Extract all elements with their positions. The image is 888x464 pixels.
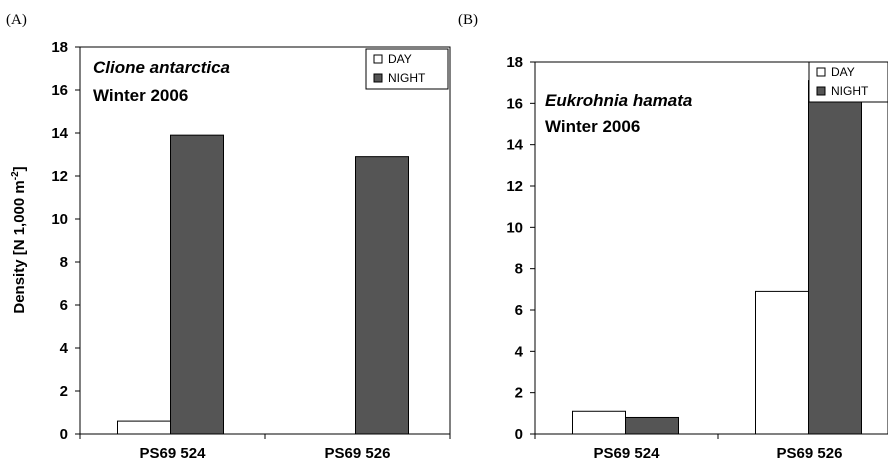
chart-title-season: Winter 2006 [93,86,188,105]
chart-panel-b: (B) 0 2 4 6 8 10 12 14 16 18 PS69 524 PS69 526 Eukroh… [458,12,888,462]
y-tick-label: 4 [515,343,524,360]
legend-label-day: DAY [831,65,855,79]
x-tick-label: PS69 526 [777,445,843,462]
chart-panel-a: (A) 0 2 4 6 8 10 12 14 16 18 PS69 524 PS69 526 Clione… [6,12,451,462]
y-tick-label: 18 [51,39,68,56]
y-tick-label: 8 [60,254,68,271]
panel-label: (B) [458,12,478,28]
plot-frame [534,61,888,435]
y-tick-label: 2 [515,385,523,402]
y-tick-label: 16 [51,82,68,99]
bar-night-2 [355,156,409,435]
y-axis-label-sup: -2 [10,171,21,180]
y-tick-label: 0 [515,426,523,443]
panel-label: (A) [6,12,27,28]
y-tick-label: 6 [60,297,68,314]
legend-label-night: NIGHT [831,84,869,98]
y-tick-label: 10 [506,219,523,236]
y-axis-label-main: Density [N 1,000 m [11,180,28,313]
bar-day-2 [755,290,809,435]
bar-day-1 [572,410,626,435]
legend: DAY NIGHT [365,48,449,90]
y-tick-label: 8 [515,261,523,278]
legend-swatch-day [816,67,826,77]
y-axis-label: Density [N 1,000 m-2] [10,166,28,313]
bar-night-1 [625,416,679,435]
bar-night-1 [170,134,224,435]
legend-swatch-day [373,54,383,64]
y-tick-label: 0 [60,426,68,443]
y-tick-label: 2 [60,383,68,400]
y-tick-label: 6 [515,302,523,319]
chart-title-species: Clione antarctica [93,58,230,77]
legend-swatch-night [373,73,383,83]
x-tick-label: PS69 524 [594,445,661,462]
x-tick-label: PS69 526 [325,445,391,462]
x-tick-label: PS69 524 [140,445,207,462]
y-tick-label: 18 [506,54,523,71]
bar-night-2 [808,80,862,435]
y-tick-label: 14 [51,125,68,142]
legend-swatch-night [816,86,826,96]
legend-label-day: DAY [388,52,412,66]
y-tick-label: 10 [51,211,68,228]
bar-day-1 [117,420,171,435]
chart-title-species: Eukrohnia hamata [545,91,692,110]
legend: DAY NIGHT [808,61,888,103]
y-tick-label: 16 [506,95,523,112]
legend-label-night: NIGHT [388,71,426,85]
chart-title-season: Winter 2006 [545,117,640,136]
y-tick-label: 4 [60,340,69,357]
y-tick-label: 12 [51,168,68,185]
y-axis-label-end: ] [11,166,28,171]
y-tick-label: 12 [506,178,523,195]
y-tick-label: 14 [506,137,523,154]
